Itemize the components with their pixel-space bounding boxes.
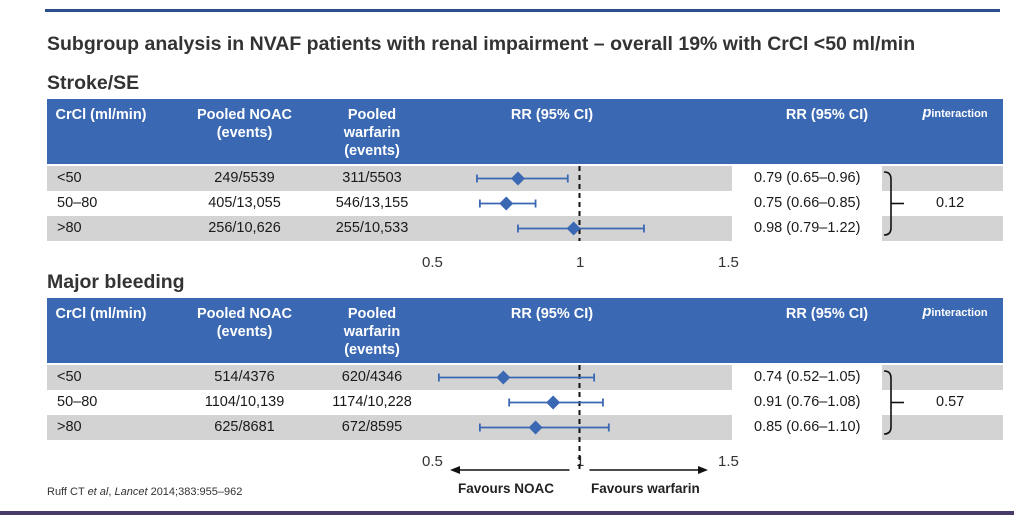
header-rr-plot: RR (95% CI) (510, 107, 594, 123)
header-rr-text: RR (95% CI) (785, 306, 869, 322)
p-interaction-value: 0.12 (936, 195, 965, 211)
table-header-stroke: CrCl (ml/min) Pooled NOAC (events) Poole… (47, 99, 1003, 164)
header-rr-text: RR (95% CI) (785, 107, 869, 123)
citation: Ruff CT et al, Lancet 2014;383:955–962 (47, 486, 242, 498)
cell-noac: 256/10,626 (208, 220, 281, 236)
cell-crcl: 50–80 (57, 195, 98, 211)
cell-warfarin: 546/13,155 (335, 195, 409, 211)
header-noac: Pooled NOAC (events) (196, 107, 293, 141)
favours-noac-label: Favours NOAC (458, 481, 555, 496)
cell-crcl: 50–80 (57, 394, 98, 410)
x-tick-label: 1 (576, 254, 585, 271)
citation-separator: , (108, 486, 115, 498)
p-interaction-value: 0.57 (936, 394, 965, 410)
slide-title: Subgroup analysis in NVAF patients with … (47, 33, 916, 55)
rr-point-marker (546, 395, 561, 410)
cell-noac: 514/4376 (214, 369, 275, 385)
top-rule (45, 9, 1000, 12)
rr-point-marker (528, 420, 543, 435)
header-p-interaction: pinteraction (915, 104, 995, 123)
favours-warfarin-label: Favours warfarin (591, 481, 700, 496)
cell-warfarin: 620/4346 (341, 369, 403, 385)
header-crcl: CrCl (ml/min) (55, 306, 147, 322)
rr-point-marker (566, 221, 581, 236)
cell-noac: 1104/10,139 (204, 394, 285, 410)
cell-warfarin: 255/10,533 (335, 220, 409, 236)
header-warfarin: Pooled warfarin (events) (343, 306, 401, 358)
p-subscript: interaction (931, 307, 988, 319)
cell-crcl: <50 (57, 170, 82, 186)
cell-rr-text: 0.98 (0.79–1.22) (754, 220, 861, 236)
citation-authors: Ruff CT (47, 486, 88, 498)
cell-noac: 405/13,055 (208, 195, 281, 211)
header-rr-plot: RR (95% CI) (510, 306, 594, 322)
x-tick-label: 0.5 (422, 453, 443, 470)
cell-rr-text: 0.85 (0.66–1.10) (754, 419, 861, 435)
cell-noac: 625/8681 (214, 419, 275, 435)
bottom-rule (0, 511, 1014, 515)
citation-details: 2014;383:955–962 (147, 486, 243, 498)
header-warfarin: Pooled warfarin (events) (343, 107, 401, 159)
cell-crcl: <50 (57, 369, 82, 385)
cell-warfarin: 311/5503 (342, 170, 402, 186)
rr-point-marker (510, 171, 525, 186)
cell-rr-text: 0.75 (0.66–0.85) (754, 195, 861, 211)
cell-warfarin: 1174/10,228 (332, 394, 412, 410)
cell-noac: 249/5539 (214, 170, 275, 186)
cell-rr-text: 0.79 (0.65–0.96) (754, 170, 861, 186)
header-p-interaction: pinteraction (915, 303, 995, 322)
table-header-bleeding: CrCl (ml/min) Pooled NOAC (events) Poole… (47, 298, 1003, 363)
rr-point-marker (499, 196, 514, 211)
citation-journal: Lancet (114, 486, 148, 498)
cell-crcl: >80 (57, 419, 82, 435)
x-tick-label: 0.5 (422, 254, 443, 271)
cell-rr-text: 0.91 (0.76–1.08) (754, 394, 861, 410)
p-subscript: interaction (931, 108, 988, 120)
interaction-bracket (883, 370, 892, 435)
cell-rr-text: 0.74 (0.52–1.05) (754, 369, 861, 385)
x-tick-label: 1.5 (718, 453, 739, 470)
cell-warfarin: 672/8595 (341, 419, 403, 435)
cell-crcl: >80 (57, 220, 82, 236)
rr-text-box (732, 166, 882, 241)
citation-etal: et al (87, 486, 109, 498)
arrowhead-right (698, 466, 708, 474)
arrowhead-left (450, 466, 460, 474)
rr-point-marker (496, 370, 511, 385)
interaction-bracket (883, 171, 892, 236)
section-title-stroke: Stroke/SE (47, 72, 140, 94)
rr-text-box (732, 365, 882, 440)
p-letter: p (922, 105, 932, 121)
x-tick-label: 1.5 (718, 254, 739, 271)
header-crcl: CrCl (ml/min) (55, 107, 147, 123)
p-letter: p (922, 304, 932, 320)
section-title-bleeding: Major bleeding (47, 271, 185, 293)
header-noac: Pooled NOAC (events) (196, 306, 293, 340)
x-tick-label: 1 (576, 453, 585, 470)
